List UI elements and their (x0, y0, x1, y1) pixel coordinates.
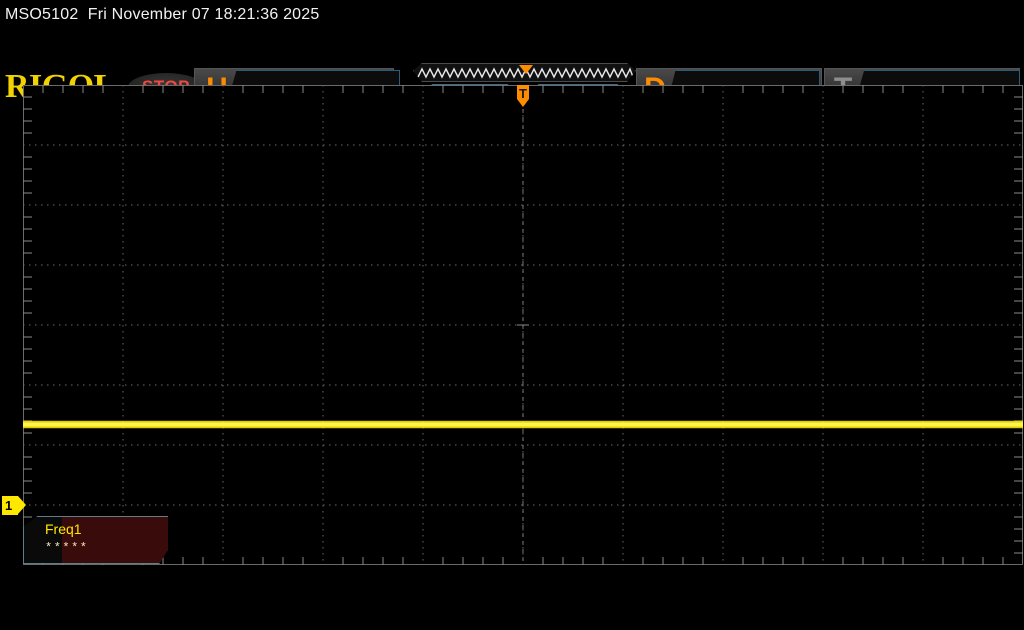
waveform-overview-strip[interactable] (413, 63, 636, 82)
measurement-value: ***** (45, 541, 89, 555)
measurement-label: Freq1 (45, 521, 82, 537)
graticule (23, 85, 1023, 565)
bottom-status-bar: 1 500mV -1.50V 2 100mV 0.00V L 0 1 2 3 (0, 570, 1024, 630)
overview-position-marker[interactable] (519, 65, 533, 74)
system-datetime: Fri November 07 18:21:36 2025 (87, 6, 320, 23)
ch1-ground-marker-label: 1 (5, 498, 13, 513)
ch1-trace (23, 420, 1023, 429)
model-name: MSO5102 (5, 6, 79, 23)
measurement-box[interactable] (23, 516, 168, 564)
title-bar: MSO5102 Fri November 07 18:21:36 2025 (0, 0, 1024, 30)
trigger-position-marker[interactable]: T (513, 85, 533, 111)
ch1-ground-marker-body (2, 496, 18, 515)
svg-text:T: T (519, 86, 527, 101)
top-toolbar: RIGOL STOP H 100us 8GSa/s 8Mpts Measure … (0, 30, 1024, 110)
measurement-box-fill (62, 517, 168, 563)
ch1-ground-marker-tip (18, 496, 26, 514)
ch1-ground-marker[interactable]: 1 (2, 496, 26, 515)
waveform-display-area[interactable] (23, 85, 1023, 565)
